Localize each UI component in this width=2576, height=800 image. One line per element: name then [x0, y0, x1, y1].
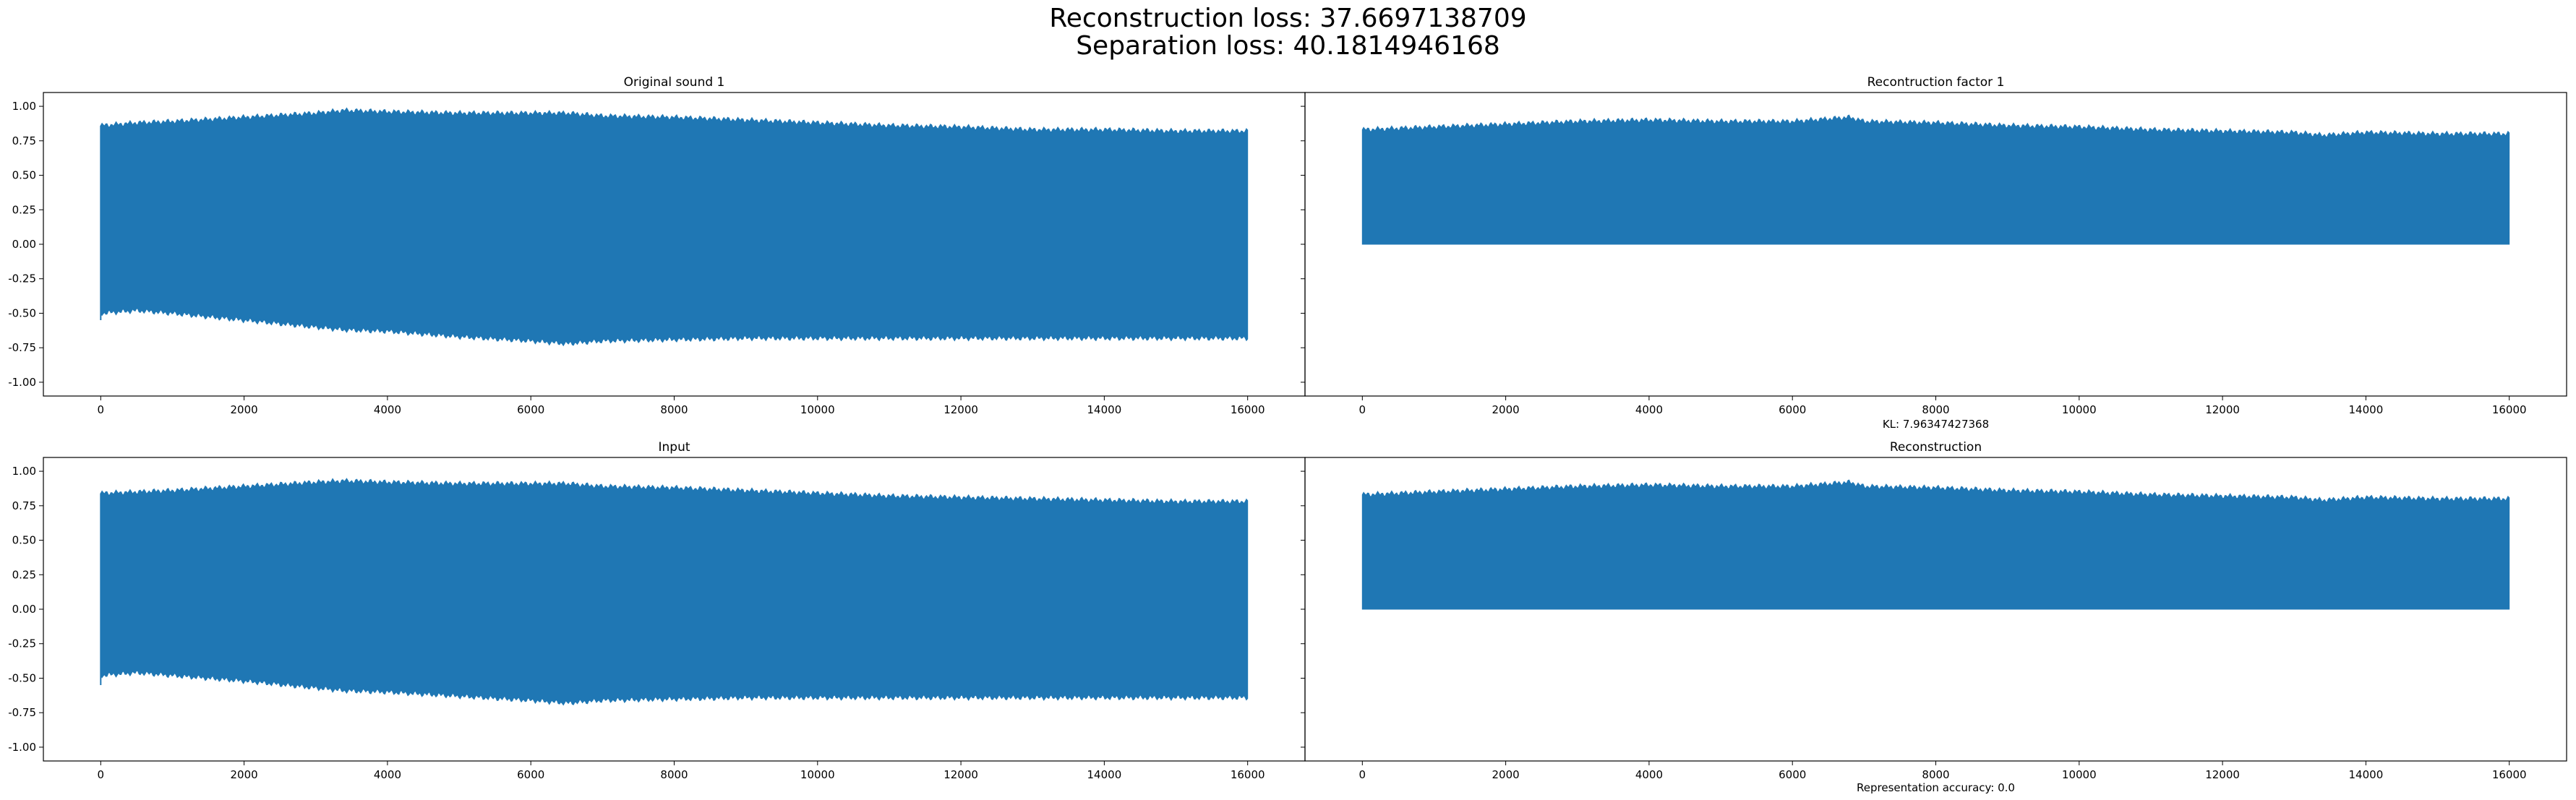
waveform-series-1 — [100, 107, 1249, 347]
x-tick-label: 2000 — [231, 768, 258, 781]
x-tick-label: 2000 — [1492, 768, 1520, 781]
x-tick-label: 10000 — [2062, 403, 2097, 416]
subplot-title-reconstruction: Reconstruction — [1889, 440, 1982, 455]
y-tick-label: 0.00 — [12, 238, 36, 251]
x-tick-label: 4000 — [1635, 403, 1663, 416]
y-tick-label: 0.25 — [12, 203, 36, 216]
x-tick-label: 4000 — [1635, 768, 1663, 781]
x-tick-label: 6000 — [517, 768, 544, 781]
x-tick-label: 10000 — [800, 768, 835, 781]
x-tick-label: 10000 — [800, 403, 835, 416]
x-tick-label: 12000 — [2205, 768, 2240, 781]
x-tick-label: 0 — [98, 403, 105, 416]
x-tick-label: 6000 — [1779, 768, 1806, 781]
x-tick-label: 0 — [1359, 768, 1366, 781]
x-tick-label: 8000 — [1922, 403, 1949, 416]
y-tick-label: -0.75 — [8, 341, 36, 354]
x-tick-label: 14000 — [1087, 768, 1122, 781]
x-tick-label: 16000 — [2492, 768, 2527, 781]
x-tick-label: 0 — [98, 768, 105, 781]
x-tick-label: 14000 — [2349, 768, 2384, 781]
figure-title-line-2: Separation loss: 40.1814946168 — [1076, 31, 1500, 61]
x-tick-label: 12000 — [2205, 403, 2240, 416]
y-tick-label: -0.75 — [8, 706, 36, 719]
subplot-title-reconstruction-factor: Recontruction factor 1 — [1867, 75, 2005, 90]
y-tick-label: 0.75 — [12, 134, 36, 147]
y-tick-label: 0.75 — [12, 499, 36, 512]
y-tick-label: 1.00 — [12, 465, 36, 478]
representation-accuracy-label: Representation accuracy: 0.0 — [1857, 781, 2015, 794]
x-tick-label: 14000 — [2349, 403, 2384, 416]
y-tick-label: 1.00 — [12, 100, 36, 113]
x-tick-label: 16000 — [1231, 403, 1265, 416]
x-tick-label: 6000 — [1779, 403, 1806, 416]
x-tick-label: 12000 — [943, 403, 978, 416]
x-tick-label: 16000 — [2492, 403, 2527, 416]
x-tick-label: 4000 — [374, 403, 401, 416]
waveform-series-4 — [1361, 479, 2510, 610]
x-tick-label: 2000 — [1492, 403, 1520, 416]
y-tick-label: -0.50 — [8, 306, 36, 319]
y-tick-label: -0.50 — [8, 671, 36, 684]
subplot-title-original-sound: Original sound 1 — [623, 75, 725, 90]
x-tick-label: 16000 — [1231, 768, 1265, 781]
y-tick-label: 0.25 — [12, 568, 36, 581]
x-tick-label: 2000 — [231, 403, 258, 416]
x-tick-label: 8000 — [660, 768, 688, 781]
y-tick-label: 0.50 — [12, 169, 36, 182]
x-tick-label: 8000 — [660, 403, 688, 416]
y-tick-label: -0.25 — [8, 637, 36, 650]
x-tick-label: 4000 — [374, 768, 401, 781]
y-tick-label: -1.00 — [8, 741, 36, 754]
x-tick-label: 0 — [1359, 403, 1366, 416]
x-tick-label: 8000 — [1922, 768, 1949, 781]
waveform-series-3 — [100, 478, 1249, 706]
y-tick-label: 0.50 — [12, 534, 36, 547]
x-tick-label: 10000 — [2062, 768, 2097, 781]
figure-title-line-1: Reconstruction loss: 37.6697138709 — [1049, 4, 1527, 33]
y-tick-label: -1.00 — [8, 376, 36, 389]
y-tick-label: 0.00 — [12, 603, 36, 616]
x-tick-label: 6000 — [517, 403, 544, 416]
subplot-3: 0 2000 4000 6000 8000 10000 12000 14000 16000 -1.… — [8, 457, 1306, 781]
waveform-series-2 — [1361, 114, 2510, 245]
subplot-4: 0 2000 4000 6000 8000 10000 12000 14000 16000 — [1301, 457, 2567, 781]
x-tick-label: 12000 — [943, 768, 978, 781]
subplot-1: 0 2000 4000 6000 8000 10000 12000 14000 16000 -1.… — [8, 92, 1306, 416]
subplot-title-input: Input — [658, 440, 690, 455]
kl-label: KL: 7.96347427368 — [1882, 418, 1990, 431]
subplot-2: 0 2000 4000 6000 8000 10000 12000 14000 16000 — [1301, 92, 2567, 416]
y-tick-label: -0.25 — [8, 272, 36, 285]
x-tick-label: 14000 — [1087, 403, 1122, 416]
